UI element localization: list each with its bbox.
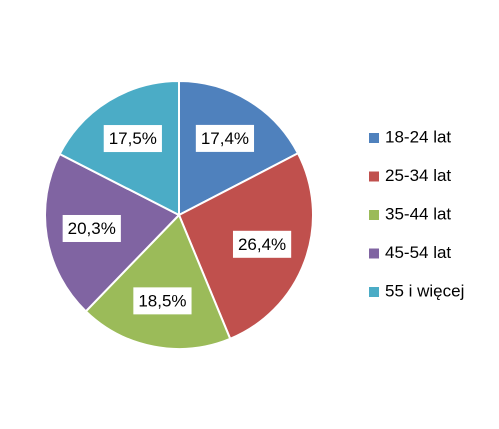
- data-label-box: [195, 124, 255, 152]
- legend-swatch: [369, 248, 379, 259]
- data-label-text: 20,3%: [68, 219, 116, 238]
- data-label-text: 17,5%: [109, 129, 157, 148]
- pie-slice: [84, 213, 232, 350]
- legend-swatch: [369, 133, 379, 143]
- legend-swatch: [369, 210, 379, 220]
- legend-label: 25-34 lat: [385, 166, 451, 185]
- legend-swatch: [369, 171, 379, 182]
- data-label-text: 18,5%: [138, 291, 186, 310]
- data-label-text: 26,4%: [238, 235, 286, 254]
- legend-label: 18-24 lat: [385, 127, 451, 146]
- legend-swatch: [369, 287, 379, 297]
- data-label: 20,3%: [62, 214, 121, 242]
- legend-label: 35-44 lat: [385, 204, 451, 223]
- data-label-box: [133, 287, 192, 315]
- data-label: 17,5%: [103, 125, 162, 153]
- legend-label: 55 i więcej: [385, 281, 464, 300]
- data-label-box: [62, 214, 121, 242]
- data-label-box: [103, 125, 162, 153]
- data-label: 17,4%: [195, 124, 255, 152]
- data-label-text: 17,4%: [201, 129, 249, 148]
- data-label: 26,4%: [232, 230, 292, 258]
- data-label-box: [232, 230, 292, 258]
- data-label: 18,5%: [133, 287, 192, 315]
- legend-label: 45-54 lat: [385, 243, 451, 262]
